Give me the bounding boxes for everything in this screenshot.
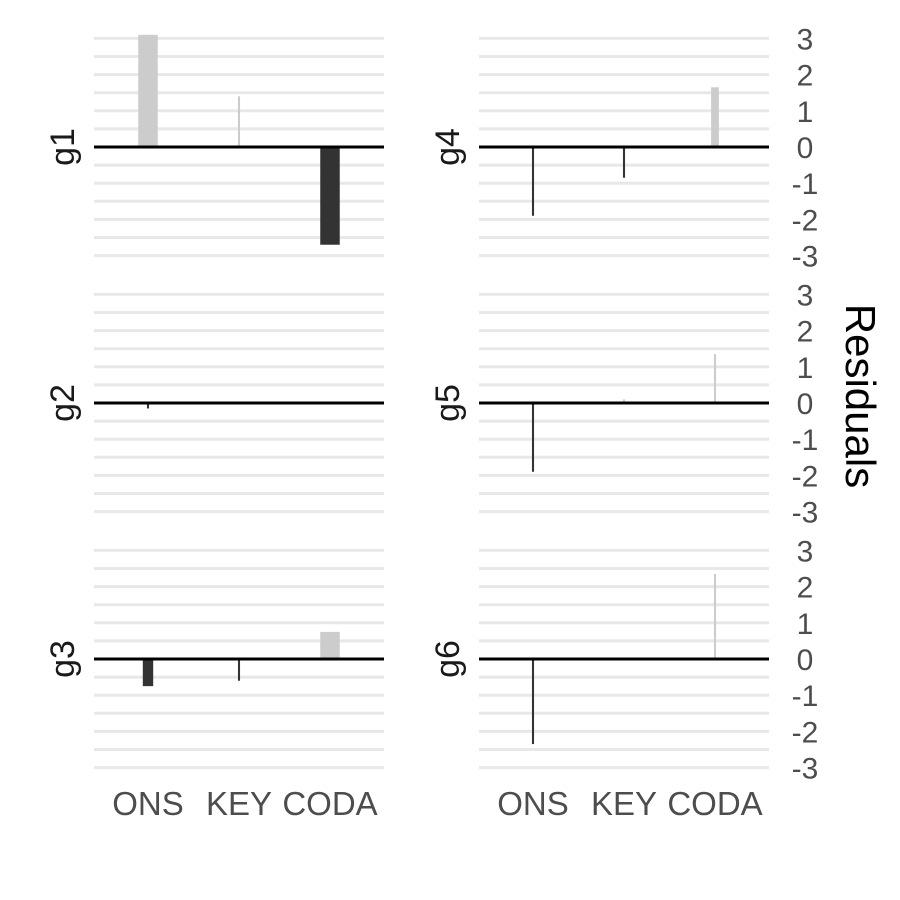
- panel-label-g3: g3: [44, 640, 82, 678]
- x-tick-label: ONS: [497, 785, 569, 822]
- y-tick-label: -1: [792, 168, 819, 201]
- y-tick-label: -3: [792, 497, 819, 530]
- y-tick-label: 2: [797, 60, 814, 93]
- bar-g1-key: [237, 96, 241, 147]
- bar-g4-coda: [711, 87, 719, 147]
- y-tick-label: 1: [797, 96, 814, 129]
- bar-g6-ons: [531, 659, 535, 745]
- bar-g3-coda: [320, 631, 340, 659]
- y-tick-label: 3: [797, 535, 814, 568]
- bar-g5-ons: [531, 403, 535, 472]
- y-tick-label: -3: [792, 753, 819, 786]
- x-tick-label: CODA: [282, 785, 377, 822]
- bar-g5-coda: [713, 354, 717, 403]
- panel-label-g6: g6: [429, 640, 467, 678]
- bar-g6-coda: [713, 573, 717, 659]
- bar-g4-key: [622, 147, 626, 178]
- y-tick-label: 1: [797, 352, 814, 385]
- y-tick-label: 0: [797, 644, 814, 677]
- y-axis-title: Residuals: [837, 304, 884, 488]
- bar-g4-ons: [531, 147, 535, 216]
- bar-g3-key: [237, 659, 241, 681]
- x-tick-label: KEY: [206, 785, 272, 822]
- panel-label-g1: g1: [44, 128, 82, 166]
- x-tick-label: ONS: [112, 785, 184, 822]
- y-tick-label: 1: [797, 608, 814, 641]
- bar-g1-coda: [320, 147, 340, 245]
- y-tick-label: 3: [797, 23, 814, 56]
- y-tick-label: -2: [792, 460, 819, 493]
- y-tick-label: 3: [797, 279, 814, 312]
- bar-g3-ons: [142, 659, 154, 687]
- y-tick-label: 0: [797, 388, 814, 421]
- panel-label-g5: g5: [429, 384, 467, 422]
- panel-label-g4: g4: [429, 128, 467, 166]
- x-tick-label: CODA: [667, 785, 762, 822]
- bar-g2-ons: [146, 403, 150, 409]
- y-tick-label: -1: [792, 680, 819, 713]
- y-tick-label: -3: [792, 241, 819, 274]
- x-tick-label: KEY: [591, 785, 657, 822]
- panel-label-g2: g2: [44, 384, 82, 422]
- y-tick-label: 2: [797, 316, 814, 349]
- y-tick-label: 2: [797, 572, 814, 605]
- bar-g5-key: [622, 399, 626, 403]
- bar-g1-ons: [138, 34, 158, 147]
- y-tick-label: -1: [792, 424, 819, 457]
- y-tick-label: 0: [797, 132, 814, 165]
- y-tick-label: -2: [792, 716, 819, 749]
- y-tick-label: -2: [792, 204, 819, 237]
